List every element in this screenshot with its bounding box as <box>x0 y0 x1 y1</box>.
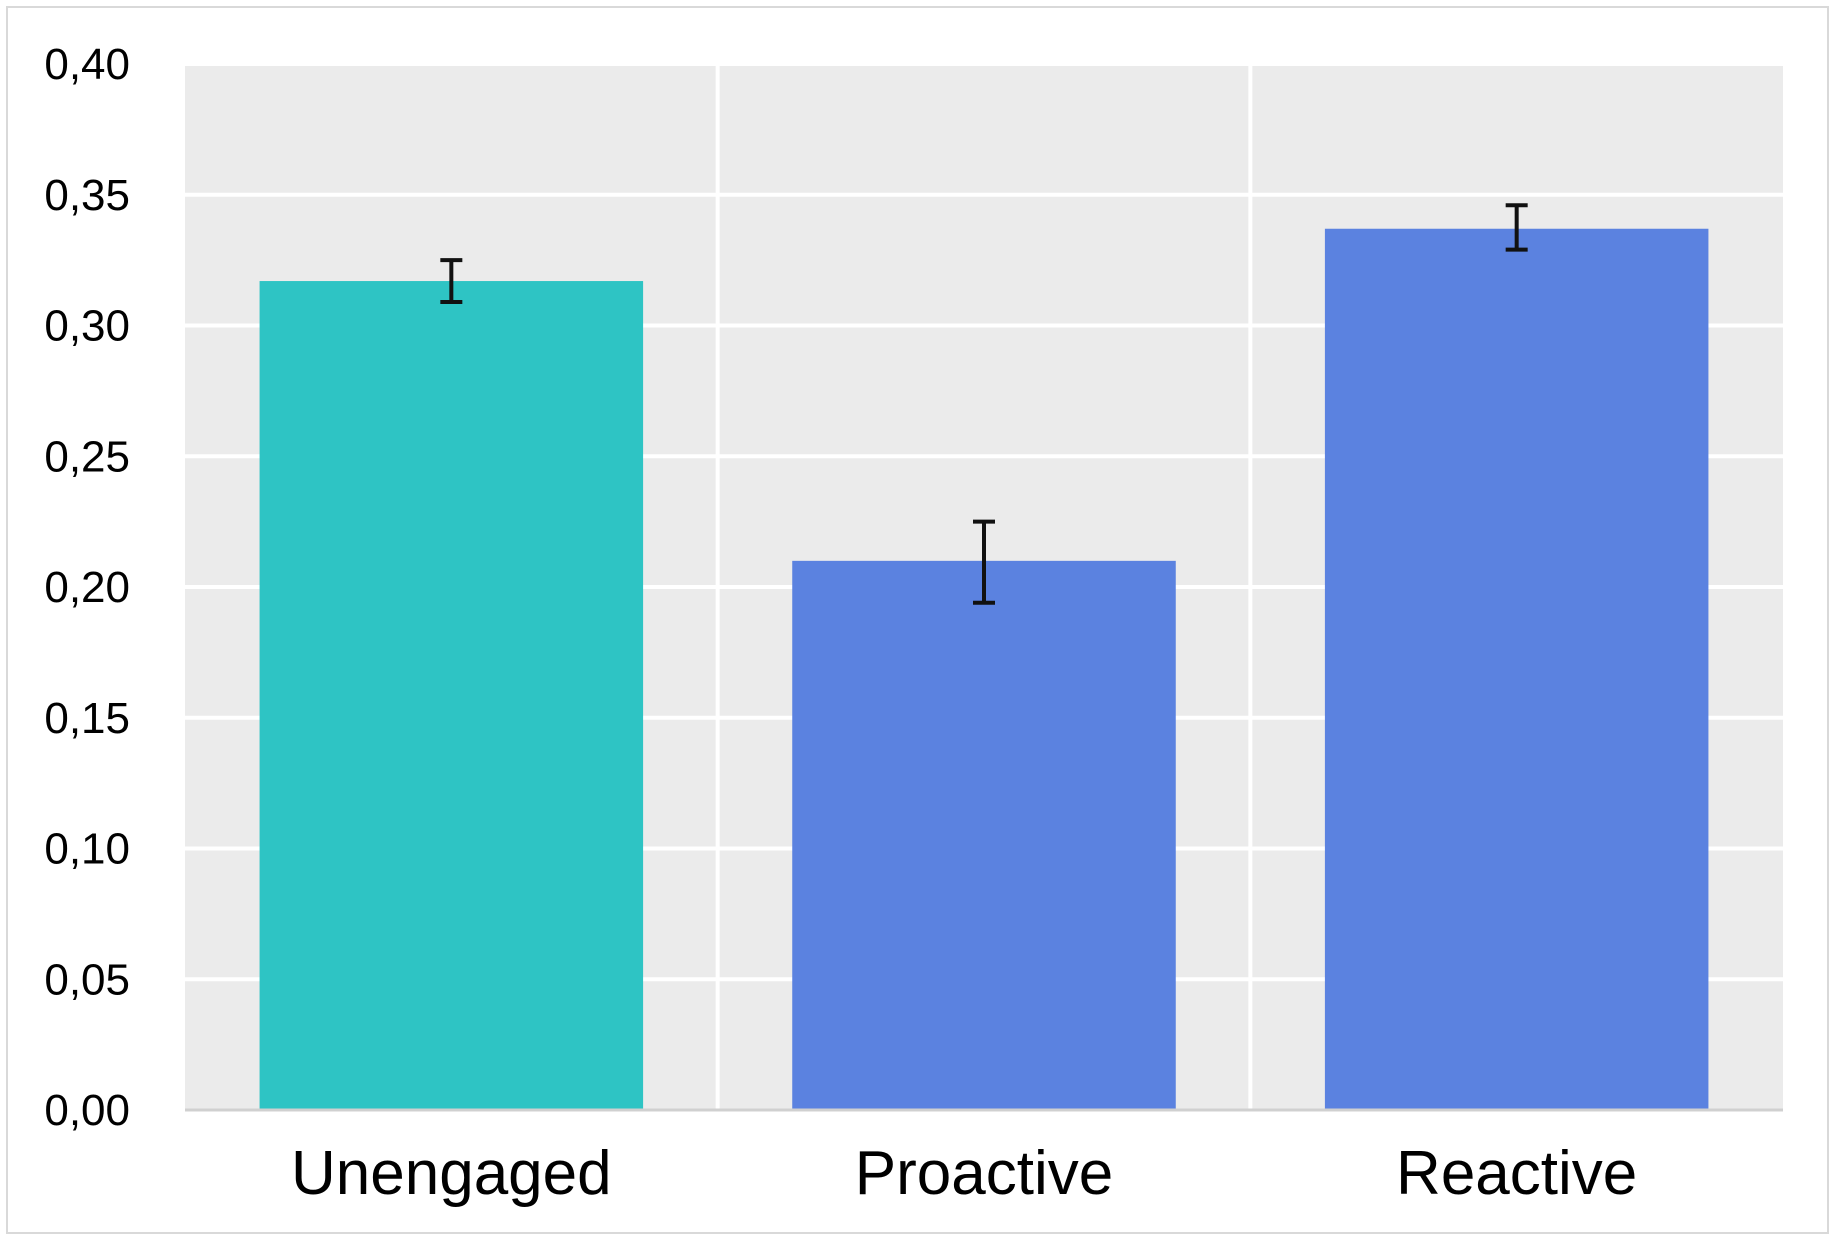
category-label-reactive: Reactive <box>1396 1139 1637 1208</box>
error-bars <box>440 203 1528 605</box>
bar-unengaged <box>259 281 644 1110</box>
category-label-unengaged: Unengaged <box>291 1139 612 1208</box>
error-bar-reactive <box>1505 203 1528 252</box>
bar-proactive <box>792 560 1176 1110</box>
y-tick-label-7: 0,35 <box>44 171 130 220</box>
y-tick-label-2: 0,10 <box>44 825 130 874</box>
y-tick-label-0: 0,00 <box>44 1086 130 1135</box>
y-tick-label-3: 0,15 <box>44 694 130 743</box>
vertical-gridlines <box>715 64 1253 1110</box>
y-tick-label-6: 0,30 <box>44 302 130 351</box>
y-tick-label-1: 0,05 <box>44 955 130 1004</box>
y-tick-labels: 0,00 0,05 0,10 0,15 0,20 0,25 0,30 0,35 0,40 <box>44 40 130 1135</box>
y-tick-label-8: 0,40 <box>44 40 130 89</box>
category-label-proactive: Proactive <box>855 1139 1113 1208</box>
error-bar-unengaged <box>440 258 463 304</box>
y-tick-label-4: 0,20 <box>44 563 130 612</box>
bar-reactive <box>1324 228 1709 1110</box>
y-tick-label-5: 0,25 <box>44 432 130 481</box>
category-labels: Unengaged Proactive Reactive <box>291 1139 1637 1208</box>
bars <box>259 228 1709 1110</box>
error-bar-proactive <box>973 519 995 605</box>
